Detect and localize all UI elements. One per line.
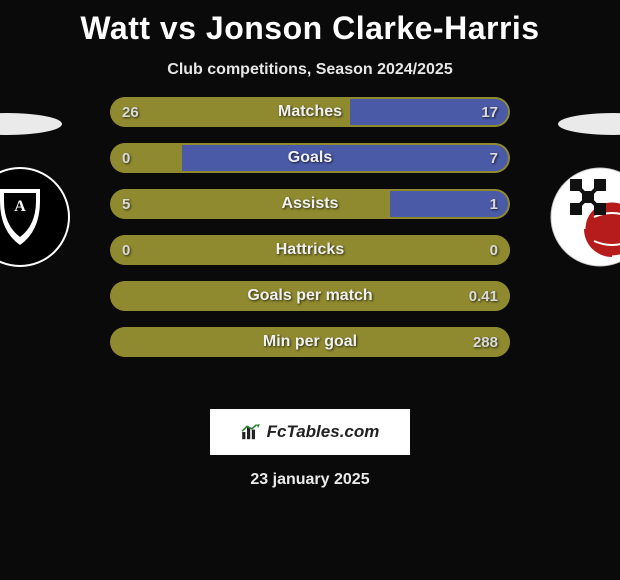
stat-row: 288Min per goal — [110, 327, 510, 357]
ellipse-left — [0, 113, 62, 135]
ball-icon — [550, 167, 620, 267]
date-text: 23 january 2025 — [0, 471, 620, 489]
page-title: Watt vs Jonson Clarke-Harris — [0, 0, 620, 47]
stat-row: 0.41Goals per match — [110, 281, 510, 311]
stat-row: 2617Matches — [110, 97, 510, 127]
stat-row: 51Assists — [110, 189, 510, 219]
comparison-stage: A 2617Matches 07Goals 51Assists 00Hattricks… — [0, 97, 620, 397]
shield-icon: A — [0, 167, 70, 267]
logo-text: FcTables.com — [267, 422, 380, 442]
stat-bars: 2617Matches 07Goals 51Assists 00Hattricks 0.… — [110, 97, 510, 373]
club-badge-right — [550, 167, 620, 267]
stat-label: Matches — [110, 97, 510, 127]
stat-label: Goals per match — [110, 281, 510, 311]
stat-label: Min per goal — [110, 327, 510, 357]
svg-text:A: A — [14, 198, 26, 215]
stat-label: Assists — [110, 189, 510, 219]
club-badge-left: A — [0, 167, 70, 267]
stat-row: 00Hattricks — [110, 235, 510, 265]
stat-label: Hattricks — [110, 235, 510, 265]
stat-label: Goals — [110, 143, 510, 173]
ellipse-right — [558, 113, 620, 135]
subtitle: Club competitions, Season 2024/2025 — [0, 61, 620, 79]
stat-row: 07Goals — [110, 143, 510, 173]
fctables-logo[interactable]: FcTables.com — [210, 409, 410, 455]
chart-icon — [241, 424, 261, 440]
